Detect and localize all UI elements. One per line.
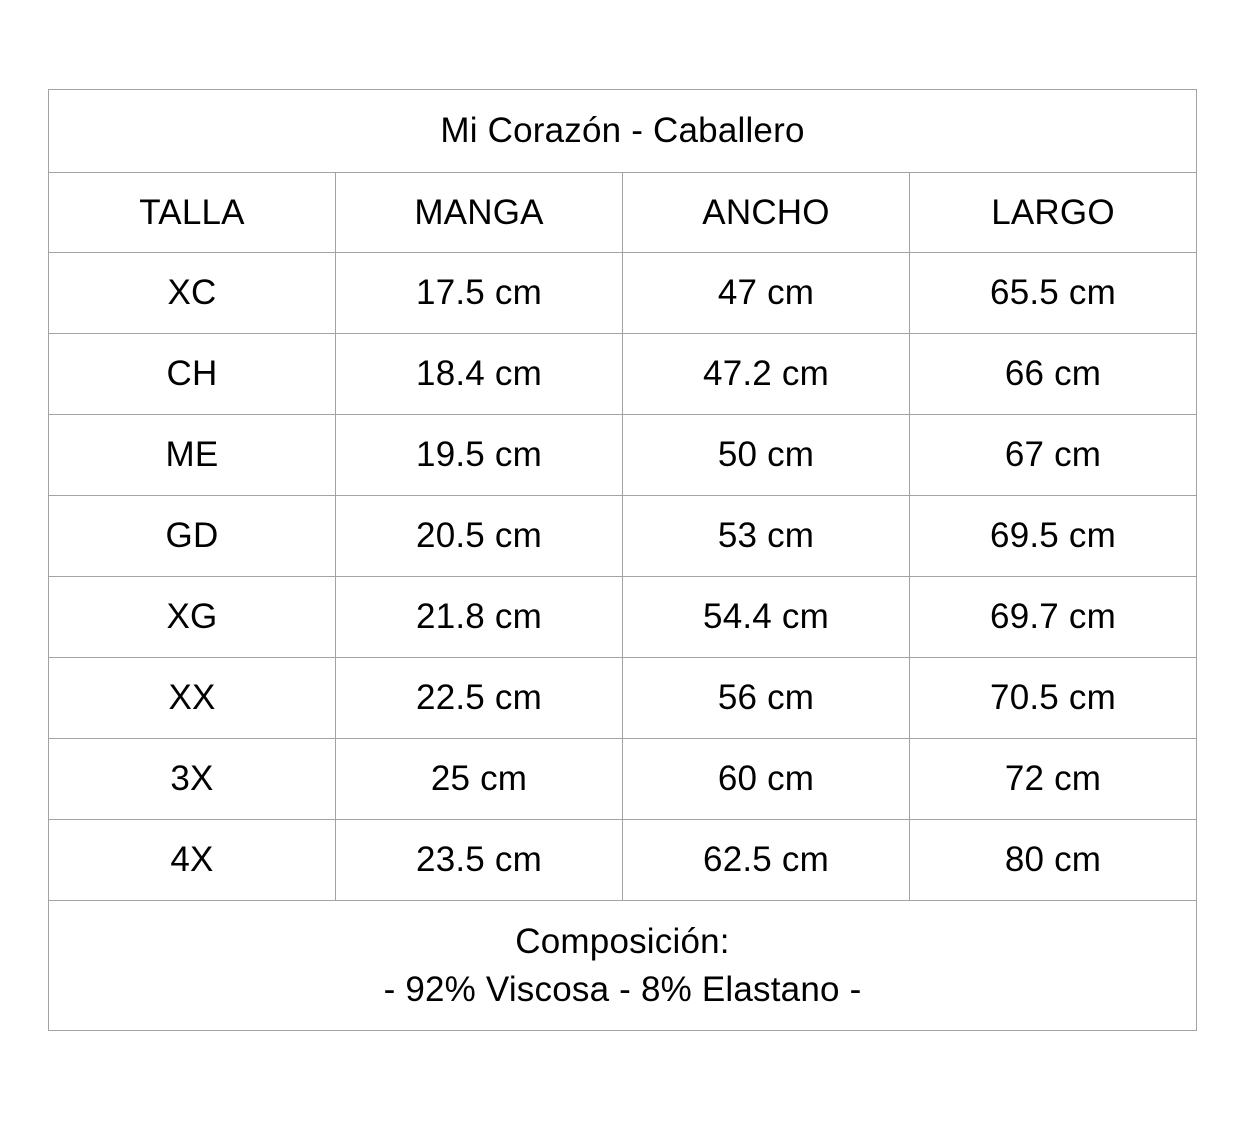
table-row-xx: XX 22.5 cm 56 cm 70.5 cm	[48, 657, 1197, 739]
cell-manga: 19.5 cm	[335, 414, 623, 496]
cell-ancho: 60 cm	[622, 738, 910, 820]
cell-largo: 80 cm	[909, 819, 1197, 901]
cell-talla: ME	[48, 414, 336, 496]
cell-talla: CH	[48, 333, 336, 415]
column-header-largo: LARGO	[909, 172, 1197, 253]
cell-manga: 22.5 cm	[335, 657, 623, 739]
cell-manga: 25 cm	[335, 738, 623, 820]
cell-largo: 69.5 cm	[909, 495, 1197, 577]
cell-manga: 21.8 cm	[335, 576, 623, 658]
cell-talla: XC	[48, 252, 336, 334]
cell-largo: 66 cm	[909, 333, 1197, 415]
column-header-manga: MANGA	[335, 172, 623, 253]
cell-manga: 23.5 cm	[335, 819, 623, 901]
cell-largo: 65.5 cm	[909, 252, 1197, 334]
size-chart-table: Mi Corazón - Caballero TALLA MANGA ANCHO…	[48, 89, 1197, 1031]
cell-largo: 72 cm	[909, 738, 1197, 820]
cell-talla: 3X	[48, 738, 336, 820]
cell-talla: XX	[48, 657, 336, 739]
cell-largo: 70.5 cm	[909, 657, 1197, 739]
composition-row: Composición: - 92% Viscosa - 8% Elastano…	[48, 900, 1197, 1031]
cell-largo: 69.7 cm	[909, 576, 1197, 658]
table-row-me: ME 19.5 cm 50 cm 67 cm	[48, 414, 1197, 496]
cell-talla: GD	[48, 495, 336, 577]
column-header-ancho: ANCHO	[622, 172, 910, 253]
column-header-talla: TALLA	[48, 172, 336, 253]
table-row-ch: CH 18.4 cm 47.2 cm 66 cm	[48, 333, 1197, 415]
title-row: Mi Corazón - Caballero	[48, 89, 1197, 173]
cell-ancho: 53 cm	[622, 495, 910, 577]
cell-largo: 67 cm	[909, 414, 1197, 496]
cell-manga: 18.4 cm	[335, 333, 623, 415]
cell-ancho: 62.5 cm	[622, 819, 910, 901]
cell-manga: 20.5 cm	[335, 495, 623, 577]
table-title: Mi Corazón - Caballero	[48, 89, 1197, 173]
cell-ancho: 50 cm	[622, 414, 910, 496]
cell-ancho: 56 cm	[622, 657, 910, 739]
cell-talla: 4X	[48, 819, 336, 901]
table-row-xc: XC 17.5 cm 47 cm 65.5 cm	[48, 252, 1197, 334]
cell-ancho: 47.2 cm	[622, 333, 910, 415]
composition-cell: Composición: - 92% Viscosa - 8% Elastano…	[48, 900, 1197, 1031]
composition-label: Composición:	[515, 921, 730, 961]
table-row-xg: XG 21.8 cm 54.4 cm 69.7 cm	[48, 576, 1197, 658]
table-row-4x: 4X 23.5 cm 62.5 cm 80 cm	[48, 819, 1197, 901]
table-row-3x: 3X 25 cm 60 cm 72 cm	[48, 738, 1197, 820]
cell-manga: 17.5 cm	[335, 252, 623, 334]
table-row-gd: GD 20.5 cm 53 cm 69.5 cm	[48, 495, 1197, 577]
composition-detail: - 92% Viscosa - 8% Elastano -	[383, 969, 862, 1009]
cell-talla: XG	[48, 576, 336, 658]
cell-ancho: 47 cm	[622, 252, 910, 334]
column-header-row: TALLA MANGA ANCHO LARGO	[48, 172, 1197, 253]
cell-ancho: 54.4 cm	[622, 576, 910, 658]
